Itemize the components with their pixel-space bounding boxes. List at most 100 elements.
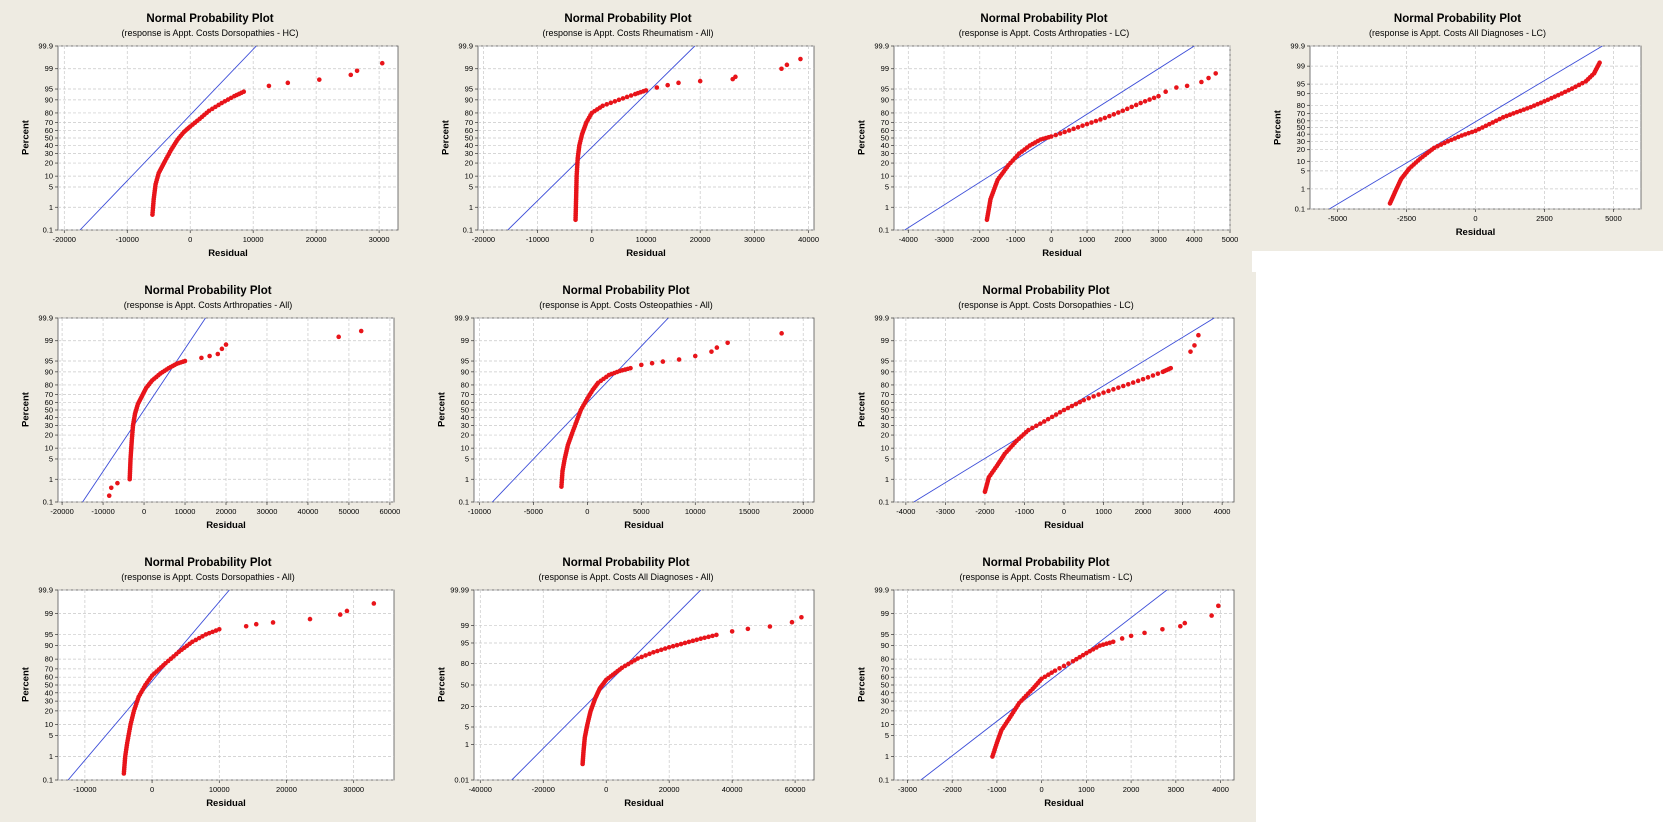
y-tick-label: 20 <box>881 706 889 715</box>
x-tick-label: 0 <box>1040 785 1044 794</box>
y-tick-label: 0.1 <box>43 226 53 235</box>
y-tick-label: 10 <box>461 444 469 453</box>
x-tick-label: 20000 <box>690 235 711 244</box>
data-point <box>1431 145 1437 151</box>
data-point <box>686 639 692 645</box>
y-tick-label: 95 <box>45 630 53 639</box>
x-tick-label: -20000 <box>50 507 73 516</box>
data-point <box>1192 343 1197 348</box>
data-point <box>1138 100 1143 106</box>
y-tick-label: 90 <box>45 95 53 104</box>
y-tick-label: 95 <box>1297 80 1305 89</box>
y-tick-label: 0.1 <box>463 226 473 235</box>
data-point <box>1075 124 1081 130</box>
data-point <box>1045 416 1051 422</box>
data-point <box>779 331 784 336</box>
y-tick-label: 5 <box>885 731 889 740</box>
data-point <box>1065 405 1071 411</box>
y-tick-label: 1 <box>469 203 473 212</box>
y-tick-label: 70 <box>881 390 889 399</box>
data-point <box>1039 676 1044 682</box>
x-tick-label: 3000 <box>1174 507 1191 516</box>
chart-subtitle: (response is Appt. Costs Arthropaties - … <box>958 28 1130 38</box>
data-point <box>1124 106 1130 112</box>
chart-title: Normal Probability Plot <box>982 557 1110 569</box>
x-tick-label: 0 <box>150 785 154 794</box>
y-tick-label: 90 <box>465 95 473 104</box>
data-point <box>1449 137 1454 143</box>
y-tick-label: 50 <box>45 681 53 690</box>
y-tick-label: 30 <box>45 421 53 430</box>
data-point <box>1576 82 1582 88</box>
data-point <box>706 634 711 640</box>
data-point <box>649 360 655 366</box>
data-point <box>207 353 212 359</box>
y-tick-label: 60 <box>881 398 889 407</box>
data-point <box>676 357 682 362</box>
y-tick-label: 95 <box>45 357 53 366</box>
data-point <box>216 626 222 632</box>
y-tick-label: 90 <box>45 367 53 376</box>
y-tick-label: 60 <box>45 673 53 682</box>
data-point <box>670 643 676 649</box>
x-tick-label: -10000 <box>73 785 96 794</box>
plot-area: -5000 -2500 0 2500 5000 0.1 1 510 20304050607080… <box>1290 42 1642 223</box>
data-point <box>1106 388 1111 394</box>
fit-line <box>1329 46 1603 209</box>
y-tick-label: 80 <box>45 108 53 117</box>
data-point <box>1455 134 1461 140</box>
data-point <box>1049 414 1055 420</box>
y-tick-label: 5 <box>49 454 53 463</box>
data-point <box>223 342 229 347</box>
y-tick-label: 5 <box>885 454 889 463</box>
x-axis-label: Residual <box>624 520 664 531</box>
data-point <box>115 480 120 486</box>
data-point <box>1046 672 1051 678</box>
y-tick-label: 50 <box>465 134 473 143</box>
fit-line <box>82 318 206 502</box>
data-point <box>1115 110 1121 115</box>
data-point <box>1071 126 1076 132</box>
x-tick-label: 30000 <box>369 235 390 244</box>
y-tick-label: 99.9 <box>874 586 889 595</box>
chart-title: Normal Probability Plot <box>144 285 272 297</box>
data-point <box>1490 120 1496 125</box>
data-point <box>1559 91 1564 96</box>
plot-area: -10000 0 10000 20000 30000 0.1 1 5 10 20304050607… <box>38 586 395 794</box>
data-point <box>666 645 672 650</box>
data-point <box>620 96 626 101</box>
data-point <box>678 641 684 647</box>
y-tick-label: 40 <box>881 413 889 422</box>
data-point <box>1057 665 1062 671</box>
y-tick-label: 99 <box>45 336 53 345</box>
y-tick-label: 5 <box>465 454 469 463</box>
chart-title: Normal Probability Plot <box>144 557 272 569</box>
y-tick-label: 10 <box>45 444 53 453</box>
y-tick-label: 50 <box>461 406 469 415</box>
data-point <box>1209 613 1214 618</box>
y-tick-label: 40 <box>45 688 53 697</box>
x-tick-label: -5000 <box>524 507 543 516</box>
chart-panel: Normal Probability Plot (response is Appt… <box>0 544 416 822</box>
data-point <box>604 102 610 107</box>
y-tick-label: 99 <box>45 64 53 73</box>
y-tick-label: 99 <box>461 336 469 345</box>
y-tick-label: 60 <box>461 398 469 407</box>
data-point <box>639 654 644 660</box>
chart-subtitle: (response is Appt. Costs Arthropaties - … <box>123 300 293 310</box>
x-tick-label: 40000 <box>722 785 743 794</box>
y-tick-label: 30 <box>465 149 473 158</box>
data-point <box>1084 650 1089 656</box>
data-point <box>1080 652 1086 658</box>
y-tick-label: 30 <box>461 421 469 430</box>
data-point <box>676 80 681 86</box>
data-point <box>616 97 622 103</box>
data-point <box>639 362 644 368</box>
data-point <box>798 56 803 62</box>
y-tick-label: 99 <box>1297 62 1305 71</box>
data-point <box>1142 99 1148 104</box>
data-point <box>1163 89 1168 95</box>
data-point <box>1090 647 1096 652</box>
y-tick-label: 60 <box>881 673 889 682</box>
y-tick-label: 10 <box>45 720 53 729</box>
